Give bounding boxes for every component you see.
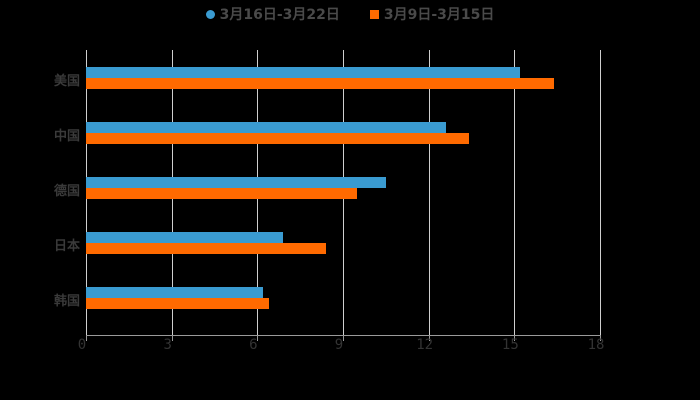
gridline bbox=[514, 50, 516, 335]
square-marker-icon bbox=[369, 9, 379, 19]
x-tick-label: 9 bbox=[334, 337, 344, 353]
x-axis-line bbox=[86, 335, 600, 336]
bar-series-2[interactable] bbox=[86, 78, 555, 89]
legend-label: 3月16日-3月22日 bbox=[219, 7, 340, 23]
chart-legend: 3月16日-3月22日 3月9日-3月15日 bbox=[0, 4, 700, 24]
axis-tick bbox=[514, 335, 516, 341]
category-label: 日本 bbox=[53, 239, 80, 254]
legend-item-series-2[interactable]: 3月9日-3月15日 bbox=[369, 4, 495, 24]
bar-series-2[interactable] bbox=[86, 133, 469, 144]
category-label: 韩国 bbox=[53, 294, 80, 309]
bar-series-1[interactable] bbox=[86, 177, 386, 188]
gridline bbox=[428, 50, 430, 335]
category-label: 德国 bbox=[53, 184, 80, 199]
category-label: 中国 bbox=[53, 129, 80, 144]
axis-tick bbox=[343, 335, 344, 341]
axis-tick bbox=[171, 335, 173, 341]
bar-series-2[interactable] bbox=[86, 298, 269, 309]
axis-tick bbox=[257, 335, 259, 341]
gridline bbox=[600, 50, 601, 335]
legend-label: 3月9日-3月15日 bbox=[383, 7, 495, 23]
bar-series-1[interactable] bbox=[86, 122, 446, 133]
x-tick-label: 18 bbox=[587, 337, 605, 353]
category-label: 美国 bbox=[53, 74, 80, 89]
axis-tick bbox=[86, 335, 87, 341]
bar-series-1[interactable] bbox=[86, 67, 521, 78]
x-tick-label: 0 bbox=[77, 337, 87, 353]
x-tick-label: 12 bbox=[416, 337, 434, 353]
bar-series-1[interactable] bbox=[86, 287, 264, 298]
bar-series-2[interactable] bbox=[86, 188, 358, 199]
axis-tick bbox=[600, 335, 601, 341]
x-tick-label: 6 bbox=[249, 337, 258, 353]
bar-series-1[interactable] bbox=[86, 232, 284, 243]
axis-tick bbox=[428, 335, 430, 341]
circle-marker-icon bbox=[205, 9, 215, 19]
x-tick-label: 15 bbox=[501, 337, 519, 353]
bar-series-2[interactable] bbox=[86, 243, 326, 254]
legend-item-series-1[interactable]: 3月16日-3月22日 bbox=[205, 4, 340, 24]
x-tick-label: 3 bbox=[163, 337, 172, 353]
